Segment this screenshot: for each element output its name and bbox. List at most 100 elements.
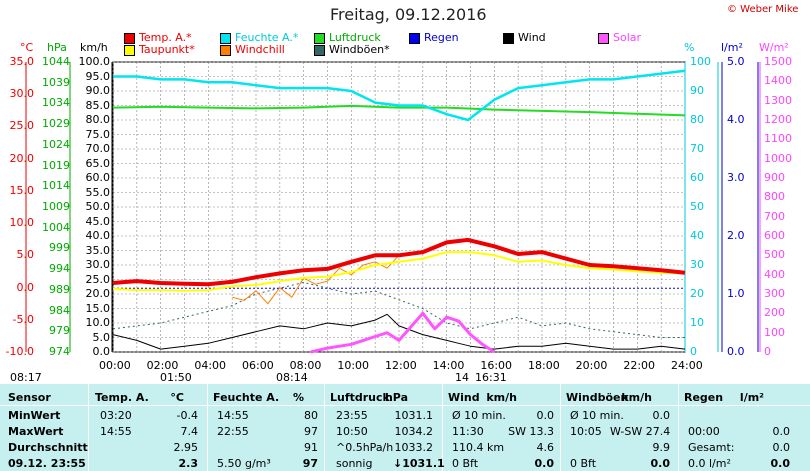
table-cell: ^0.5hPa/h [336,441,394,454]
table-cell: 0.0 l/m² [688,457,731,470]
table-header-cell: % [292,391,304,404]
table-cell: 1034.2 [394,425,434,438]
table-cell: 0.0 [652,409,671,422]
chart-series [112,69,686,354]
tick-humidity: 90 [690,84,704,97]
tick-temp: -10.0 [5,345,34,358]
tick-time: 14:00 [432,359,465,372]
series-line-luftdruck [112,104,686,117]
table-row-label: 09.12. 23:55 [8,457,86,470]
table-cell: 1033.2 [394,441,434,454]
tick-wind: 75.0 [85,127,111,141]
table-cell: 03:20 [100,409,132,422]
table-header-cell: hPa [384,391,408,404]
tick-wind: 65.0 [85,156,111,170]
table-header-cell: Sensor [8,391,51,404]
table-header-cell: Wind [448,391,480,404]
tick-solar: 300 [764,287,785,300]
table-cell: Ø 10 min. [570,409,624,422]
table-header-cell: Temp. A. [95,391,149,404]
tick-solar: 1000 [764,151,792,165]
tick-time: 24:00 [671,359,703,372]
tick-pressure: 989 [49,282,70,296]
series-line-windchill [232,254,400,305]
legend-humidity: Feuchte A.* [235,31,299,44]
tick-wind: 35.0 [85,243,111,257]
summary-table: Sensor Temp. A. °C Feuchte A.% Luftdruck hPa W… [0,384,810,471]
table-cell: 0 Bft [452,457,479,470]
tick-wind: 5.0 [92,330,111,344]
series-line-temp-a [112,237,686,287]
table-cell: 14:55 [100,425,132,438]
table-cell: 0.0 [770,457,791,470]
tick-solar: 1200 [764,113,792,126]
tick-humidity: 70 [690,142,704,155]
tick-wind: 0.0 [92,345,111,358]
table-cell: SW 13.3 [508,425,554,438]
moon-label-b: 08:14 [276,371,308,384]
tick-solar: 600 [764,229,785,242]
table-cell: sonnig [336,457,373,470]
legend-swatch-windchill [220,45,231,56]
table-row-label: Durchschnitt [8,441,88,454]
tick-temp: 5.0 [16,248,35,262]
table-row-label: MinWert [8,409,61,422]
table-cell: 1031.1 [394,409,434,422]
legend-temp: Temp. A.* [139,31,192,44]
tick-wind: 60.0 [85,171,111,184]
tick-wind: 25.0 [85,272,111,286]
tick-wind: 80.0 [85,113,111,126]
table-cell: 97 [304,425,318,438]
tick-wind: 95.0 [85,69,111,83]
legend-swatch-pressure [314,33,325,44]
tick-pressure: 1029 [42,117,70,131]
tick-wind: 20.0 [85,287,111,300]
table-cell: 2.3 [178,457,199,470]
tick-time: 08:00 [289,359,322,372]
tick-wind: 55.0 [85,185,111,199]
axis-unit-wind: km/h [80,41,108,54]
legend-gusts: Windböen* [329,43,390,56]
table-cell: W-SW 27.4 [610,425,671,438]
tick-pressure: 1024 [42,137,70,151]
legend-wind: Wind [518,31,546,44]
legend-swatch-temp [124,33,135,44]
tick-temp: 0.0 [16,280,35,294]
table-cell: Ø 10 min. [452,409,506,422]
tick-temp: 30.0 [9,87,35,101]
axis-unit-temp: °C [20,41,34,54]
tick-humidity: 40 [690,229,704,242]
tick-wind: 50.0 [85,200,111,213]
table-cell: 0.0 [772,441,791,454]
table-cell: 10:50 [336,425,368,438]
legend-swatch-rain [409,33,420,44]
table-cell: 5.50 g/m³ [217,457,271,470]
tick-time: 12:00 [385,359,417,372]
tick-pressure: 1044 [42,55,70,68]
tick-rain: 0.0 [727,345,745,358]
sunset-label: 16:31 [475,371,507,384]
tick-humidity: 10 [690,316,704,329]
table-cell: 22:55 [217,425,249,438]
tick-rain: 3.0 [727,171,745,184]
tick-rain: 1.0 [727,287,745,300]
tick-time: 02:00 [146,359,179,372]
series-line-wind [112,313,686,350]
tick-pressure: 1039 [42,75,70,89]
tick-time: 22:00 [623,359,656,372]
chart-plot [25,61,761,354]
tick-humidity: 30 [690,258,704,271]
tick-time: 06:00 [242,359,274,372]
tick-humidity: 80 [690,113,704,126]
legend-swatch-dewpoint [124,45,135,56]
tick-time: 00:00 [99,359,131,372]
table-cell: -0.4 [176,409,198,422]
tick-wind: 10.0 [85,316,111,329]
legend-solar: Solar [613,31,642,44]
legend-windchill: Windchill [235,43,285,56]
legend-rain: Regen [424,31,459,44]
tick-pressure: 994 [49,262,70,276]
table-cell: 9.9 [652,441,671,454]
tick-wind: 30.0 [85,258,111,271]
tick-temp: 25.0 [9,119,35,133]
